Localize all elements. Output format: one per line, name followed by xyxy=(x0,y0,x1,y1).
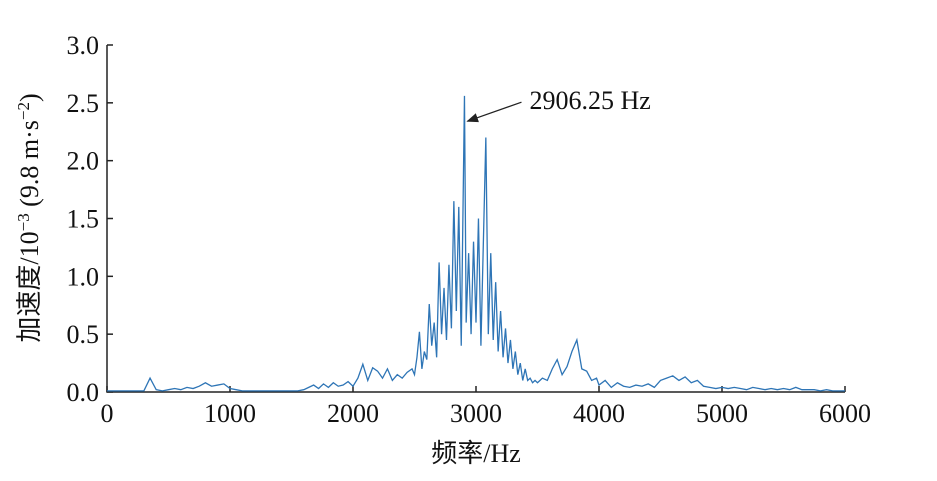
y-title-part: 加速度/10 xyxy=(15,231,44,342)
spectrum-line xyxy=(107,95,845,392)
y-tick-label: 0.0 xyxy=(67,378,100,407)
x-tick-label: 0 xyxy=(101,399,114,428)
y-title-part: (9.8 m·s xyxy=(15,120,44,213)
y-tick-label: 1.5 xyxy=(67,205,100,234)
y-tick-label: 2.5 xyxy=(67,89,100,118)
y-tick-label: 3.0 xyxy=(67,31,100,60)
y-title-part: ) xyxy=(15,93,44,102)
y-axis-title: 加速度/10−3 (9.8 m·s−2) xyxy=(14,93,45,342)
x-axis-title: 频率/Hz xyxy=(431,439,521,468)
x-tick-label: 5000 xyxy=(696,399,748,428)
y-title-sup: −3 xyxy=(14,213,33,231)
x-tick-label: 3000 xyxy=(450,399,502,428)
annotation-text: 2906.25 Hz xyxy=(529,86,650,115)
axes xyxy=(106,45,845,393)
y-tick-label: 1.0 xyxy=(67,262,100,291)
annotation-arrow xyxy=(466,101,522,123)
y-tick-label: 0.5 xyxy=(67,320,100,349)
y-title-sup: −2 xyxy=(14,102,33,120)
x-tick-label: 2000 xyxy=(327,399,379,428)
x-tick-label: 1000 xyxy=(204,399,256,428)
x-tick-label: 4000 xyxy=(573,399,625,428)
x-tick-label: 6000 xyxy=(819,399,871,428)
y-tick-label: 2.0 xyxy=(67,147,100,176)
